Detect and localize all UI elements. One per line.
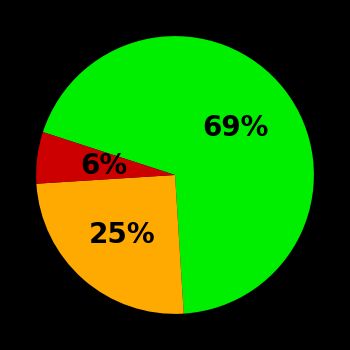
- Wedge shape: [43, 36, 314, 314]
- Wedge shape: [36, 132, 175, 184]
- Text: 25%: 25%: [89, 222, 155, 250]
- Text: 6%: 6%: [80, 152, 127, 180]
- Text: 69%: 69%: [202, 114, 268, 142]
- Wedge shape: [36, 175, 184, 314]
